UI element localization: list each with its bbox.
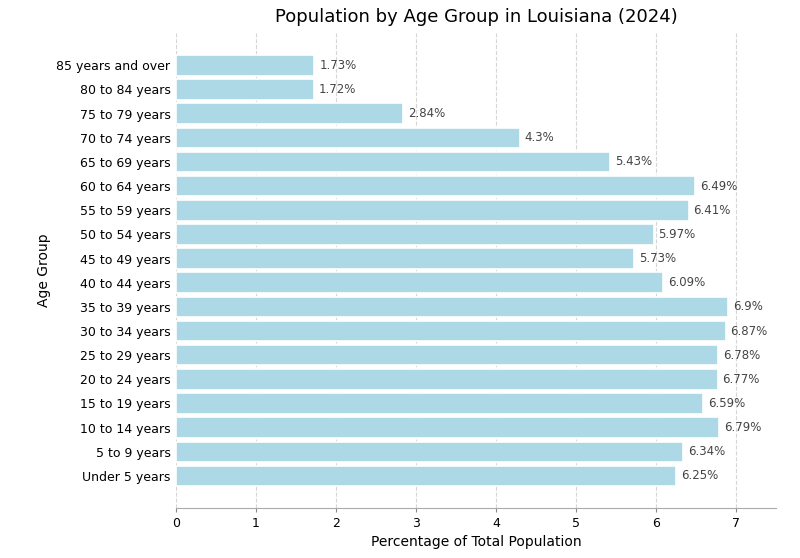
Bar xyxy=(176,55,314,75)
Bar xyxy=(176,176,695,196)
Title: Population by Age Group in Louisiana (2024): Population by Age Group in Louisiana (20… xyxy=(274,8,678,26)
Bar xyxy=(176,297,728,317)
Text: 6.59%: 6.59% xyxy=(708,397,746,410)
Y-axis label: Age Group: Age Group xyxy=(37,234,51,307)
Bar xyxy=(176,103,403,124)
Text: 6.78%: 6.78% xyxy=(723,349,761,362)
Bar xyxy=(176,321,726,341)
Text: 1.72%: 1.72% xyxy=(318,83,356,96)
Text: 1.73%: 1.73% xyxy=(319,59,357,72)
Text: 6.34%: 6.34% xyxy=(688,445,726,458)
Text: 5.97%: 5.97% xyxy=(658,228,696,241)
Bar xyxy=(176,224,654,244)
Text: 6.49%: 6.49% xyxy=(700,180,738,193)
Text: 6.79%: 6.79% xyxy=(724,421,762,434)
Text: 5.73%: 5.73% xyxy=(639,252,676,265)
Text: 2.84%: 2.84% xyxy=(408,107,446,120)
Bar xyxy=(176,417,719,438)
Text: 5.43%: 5.43% xyxy=(615,156,652,169)
Text: 4.3%: 4.3% xyxy=(525,131,554,145)
X-axis label: Percentage of Total Population: Percentage of Total Population xyxy=(370,535,582,550)
Text: 6.9%: 6.9% xyxy=(733,300,762,314)
Bar xyxy=(176,152,610,172)
Bar xyxy=(176,369,718,389)
Text: 6.41%: 6.41% xyxy=(694,204,731,217)
Bar xyxy=(176,466,676,486)
Text: 6.77%: 6.77% xyxy=(722,373,760,386)
Bar xyxy=(176,393,703,413)
Bar xyxy=(176,128,520,148)
Text: 6.87%: 6.87% xyxy=(730,325,768,338)
Bar xyxy=(176,345,718,365)
Text: 6.09%: 6.09% xyxy=(668,276,706,289)
Text: 6.25%: 6.25% xyxy=(681,469,718,483)
Bar xyxy=(176,79,314,100)
Bar xyxy=(176,441,683,462)
Bar xyxy=(176,248,634,269)
Bar xyxy=(176,200,689,220)
Bar xyxy=(176,272,663,293)
